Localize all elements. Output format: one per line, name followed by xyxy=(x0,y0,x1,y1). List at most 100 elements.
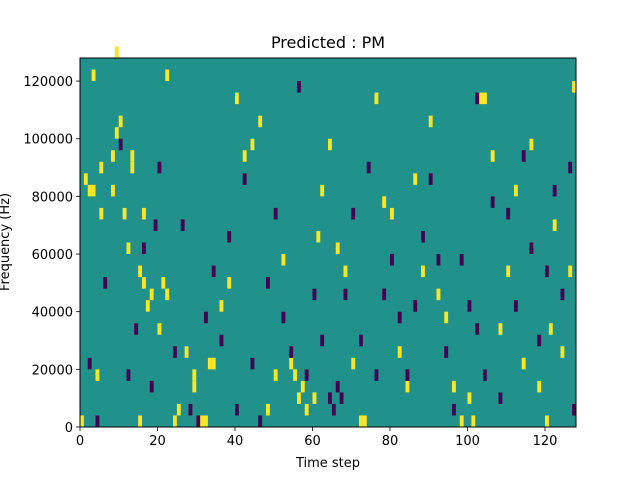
heatmap-cell-low xyxy=(227,230,232,243)
heatmap-cell-high xyxy=(111,184,115,197)
heatmap-cell-high xyxy=(293,369,298,381)
heatmap-cell-high xyxy=(80,415,84,427)
heatmap-cell-low xyxy=(289,346,294,358)
heatmap-cell-high xyxy=(483,92,487,105)
heatmap-cell-low xyxy=(219,334,224,347)
heatmap-cell-high xyxy=(219,300,224,312)
heatmap-cell-high xyxy=(273,369,278,381)
heatmap-cell-high xyxy=(436,288,441,301)
heatmap-cell-low xyxy=(366,161,371,174)
heatmap-cell-low xyxy=(444,346,449,358)
heatmap-cell-low xyxy=(397,311,402,324)
heatmap-cell-low xyxy=(204,311,208,324)
heatmap-cell-low xyxy=(188,403,193,416)
heatmap-cell-low xyxy=(331,403,336,416)
heatmap-cell-low xyxy=(266,277,270,289)
heatmap-cell-low xyxy=(514,300,518,312)
heatmap-cell-low xyxy=(134,323,139,335)
heatmap-cell-high xyxy=(192,380,197,393)
heatmap-cell-low xyxy=(529,242,534,255)
heatmap-cell-low xyxy=(335,380,340,393)
heatmap-cell-high xyxy=(289,357,294,370)
heatmap-cell-low xyxy=(568,161,573,174)
heatmap-cell-high xyxy=(130,150,135,162)
heatmap-cell-high xyxy=(142,277,146,289)
heatmap-cell-high xyxy=(126,242,131,255)
heatmap-cell-high xyxy=(514,184,518,197)
heatmap-cell-high xyxy=(545,415,549,427)
heatmap-cell-low xyxy=(312,288,317,301)
heatmap-cell-low xyxy=(328,392,332,404)
heatmap-cell-high xyxy=(130,161,135,174)
heatmap-cell-high xyxy=(572,81,577,93)
heatmap-cell-high xyxy=(122,207,127,220)
heatmap-cell-low xyxy=(339,392,344,404)
heatmap-cell-high xyxy=(114,46,119,58)
heatmap-cell-low xyxy=(196,415,201,427)
heatmap-cell-high xyxy=(157,323,162,335)
x-tick-label: 100 xyxy=(455,434,480,449)
heatmap-cell-high xyxy=(176,403,181,416)
heatmap-cell-high xyxy=(142,207,146,220)
heatmap-cell-low xyxy=(359,334,363,347)
heatmap-cell-low xyxy=(281,311,286,324)
heatmap-cell-high xyxy=(498,323,503,335)
heatmap-cell-low xyxy=(560,288,565,301)
heatmap-cell-high xyxy=(490,150,495,162)
heatmap-cell-high xyxy=(173,415,177,427)
heatmap-cell-high xyxy=(204,415,208,427)
heatmap-cell-low xyxy=(103,277,108,289)
plot-frame xyxy=(79,57,577,428)
heatmap-cell-low xyxy=(413,300,418,312)
heatmap-cell-high xyxy=(568,265,573,278)
heatmap-cell-low xyxy=(180,219,185,231)
heatmap-cell-low xyxy=(498,392,503,404)
heatmap-cell-high xyxy=(266,403,270,416)
heatmap-cell-high xyxy=(211,357,216,370)
heatmap-cell-high xyxy=(258,115,263,128)
heatmap-cell-low xyxy=(351,207,356,220)
heatmap-cell-high xyxy=(560,346,565,358)
y-tick-label: 40000 xyxy=(32,306,73,321)
heatmap-cell-high xyxy=(184,346,189,358)
x-tick-label: 60 xyxy=(304,434,321,449)
heatmap-cell-low xyxy=(390,254,394,266)
heatmap-cell-low xyxy=(153,219,158,231)
heatmap-cell-low xyxy=(118,138,123,151)
heatmap-cell-low xyxy=(320,334,325,347)
heatmap-cell-low xyxy=(258,415,263,427)
x-tick-label: 0 xyxy=(76,434,84,449)
heatmap-cell-low xyxy=(374,369,379,381)
heatmap-cell-high xyxy=(506,265,511,278)
heatmap-cell-low xyxy=(467,300,472,312)
x-tick-label: 40 xyxy=(227,434,244,449)
heatmap-cell-high xyxy=(192,369,197,381)
heatmap-cell-high xyxy=(343,265,348,278)
heatmap-cell-high xyxy=(138,415,143,427)
heatmap-cell-low xyxy=(242,173,247,185)
heatmap-cell-high xyxy=(250,138,255,151)
heatmap-cell-high xyxy=(328,138,332,151)
heatmap-cell-low xyxy=(126,369,131,381)
heatmap-cell-high xyxy=(444,311,449,324)
heatmap-cell-high xyxy=(200,415,205,427)
heatmap-cell-low xyxy=(95,415,100,427)
heatmap-cell-high xyxy=(405,380,410,393)
heatmap-cell-low xyxy=(506,207,511,220)
heatmap-cell-high xyxy=(91,69,96,82)
heatmap-cell-low xyxy=(475,323,480,335)
heatmap-cell-high xyxy=(165,69,170,82)
heatmap-cell-low xyxy=(428,173,433,185)
heatmap-cell-low xyxy=(142,242,146,255)
heatmap-cell-low xyxy=(297,81,301,93)
heatmap-cell-low xyxy=(475,92,480,105)
heatmap-cell-high xyxy=(529,138,534,151)
heatmap-cell-high xyxy=(114,127,119,139)
heatmap-cell-low xyxy=(421,230,425,243)
heatmap-cell-low xyxy=(304,369,309,381)
heatmap-cell-high xyxy=(467,392,472,404)
heatmap-cell-high xyxy=(359,415,363,427)
plot-area xyxy=(79,46,577,428)
y-tick-label: 80000 xyxy=(32,190,73,205)
